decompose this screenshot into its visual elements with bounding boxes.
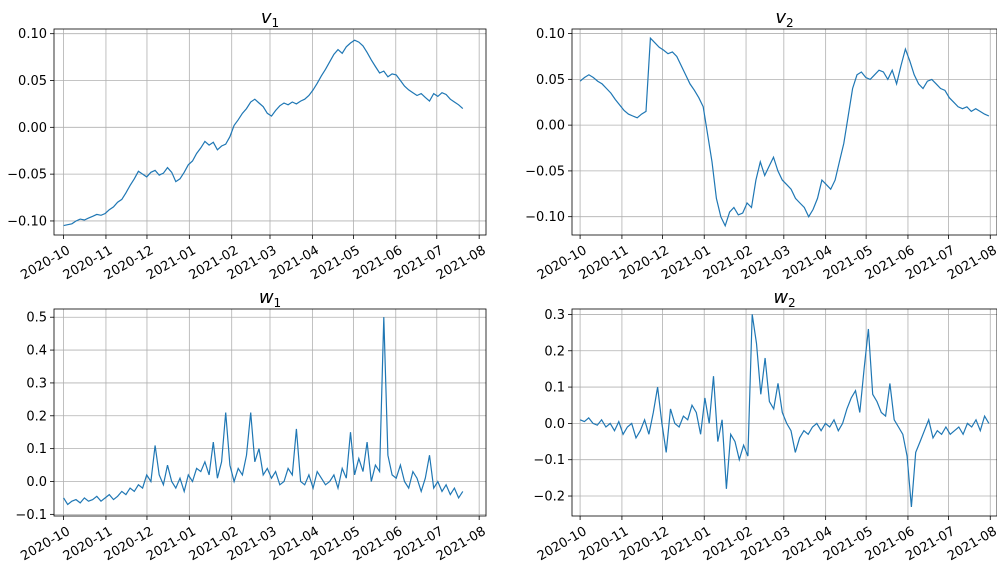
y-tick-label: 0.5 [26,311,47,326]
y-tick-label: 0.05 [536,73,565,88]
chart-title-subscript: 1 [274,296,282,310]
y-tick-label: 0.1 [544,381,565,396]
y-tick-label: −0.05 [525,164,565,179]
y-tick-label: 0.00 [18,121,47,136]
y-tick-label: −0.1 [15,508,47,523]
chart-title-subscript: 2 [786,16,794,30]
y-tick-label: 0.0 [26,475,47,490]
y-tick-label: 0.0 [544,417,565,432]
y-tick-label: −0.10 [7,214,47,229]
x-tick-label: 2021-08 [434,524,489,562]
chart-title-subscript: 1 [272,16,280,30]
chart-title: v2 [775,7,793,30]
series-line [579,36,990,228]
y-tick-label: 0.3 [26,376,47,391]
chart-w2: −0.2−0.10.00.10.20.32020-102020-112020-1… [533,287,997,562]
y-tick-label: 0.05 [18,74,47,89]
y-tick-label: −0.05 [7,168,47,183]
plot-frame [571,28,997,236]
y-tick-label: 0.2 [26,409,47,424]
x-tick-label: 2021-08 [434,243,489,283]
chart-title: w1 [259,287,281,310]
chart-v2: −0.10−0.050.000.050.102020-102020-112020… [525,7,997,283]
y-tick-label: 0.3 [544,308,565,323]
y-tick-label: −0.2 [533,490,565,505]
y-tick-label: 0.4 [26,344,47,359]
chart-title: w2 [773,287,795,310]
y-tick-label: 0.00 [536,119,565,134]
y-tick-label: 0.10 [18,27,47,42]
series-line [63,39,464,227]
y-tick-label: −0.10 [525,210,565,225]
series-line [63,317,464,506]
series-line [579,314,990,507]
chart-title-main: w [773,287,788,308]
y-tick-label: 0.1 [26,442,47,457]
y-tick-label: 0.2 [544,344,565,359]
chart-title-main: w [259,287,274,308]
chart-title-main: v [775,7,786,28]
chart-title-main: v [261,7,272,28]
chart-title: v1 [261,7,279,30]
chart-v1: −0.10−0.050.000.050.102020-102020-112020… [7,7,488,283]
y-tick-label: 0.10 [536,27,565,42]
plot-frame [571,308,997,517]
chart-w1: −0.10.00.10.20.30.40.52020-102020-112020… [15,287,488,562]
chart-title-subscript: 2 [788,296,796,310]
y-tick-label: −0.1 [533,453,565,468]
